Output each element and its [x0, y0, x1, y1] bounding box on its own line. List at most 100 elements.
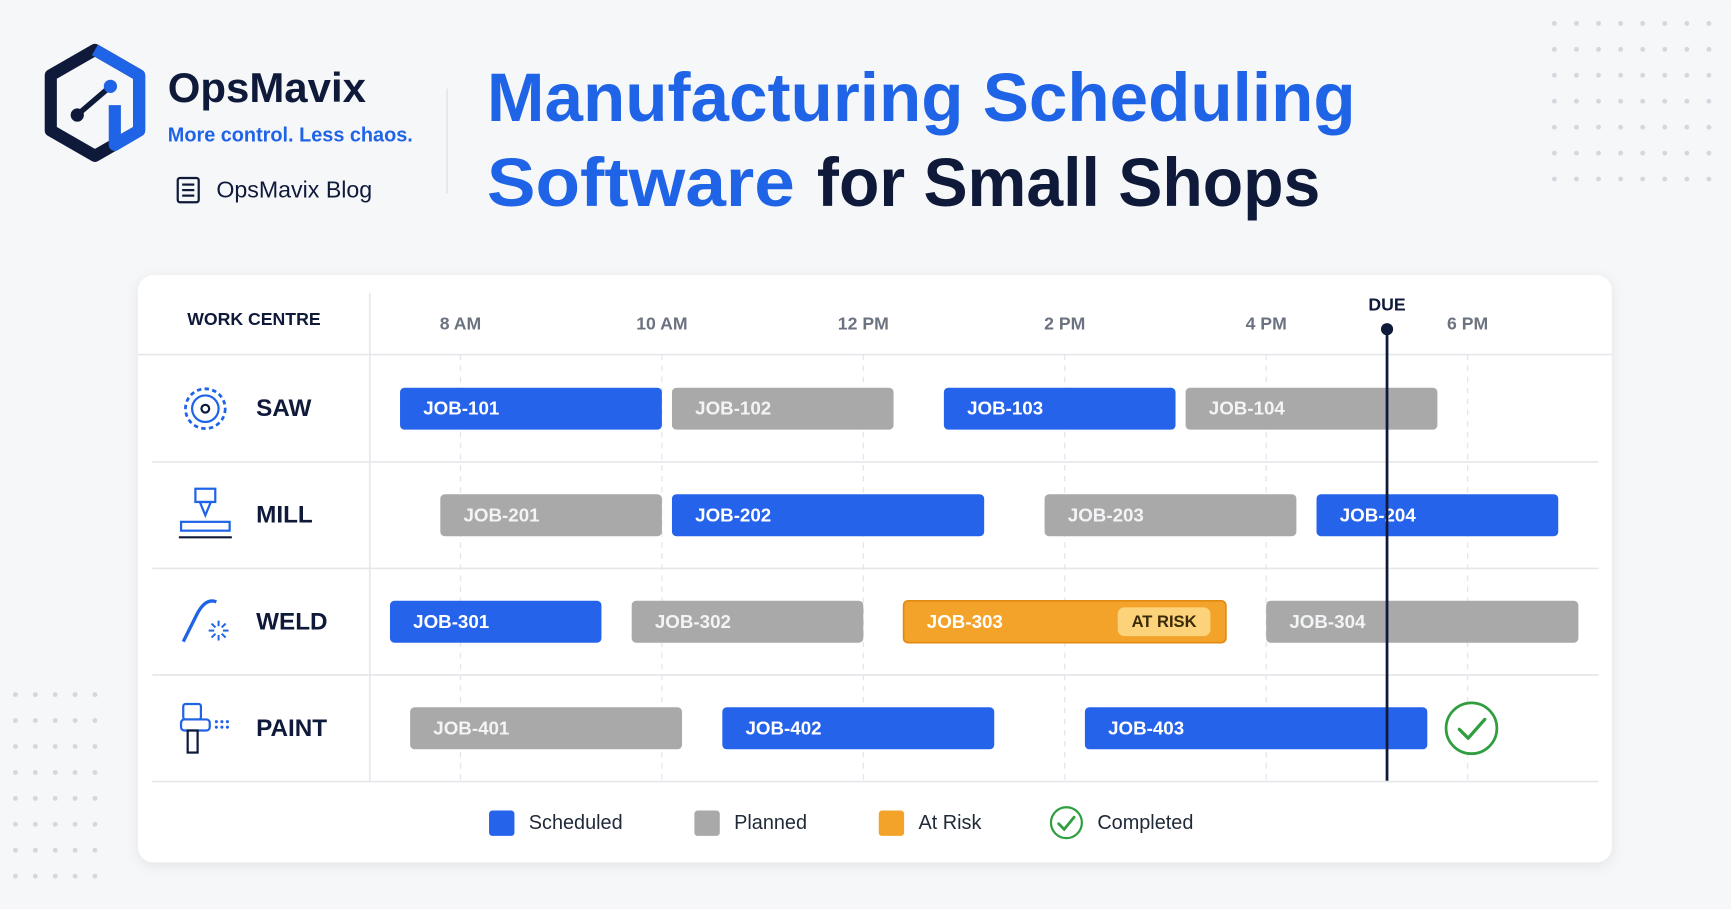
dot: [1706, 124, 1712, 130]
blog-label: OpsMavix Blog: [216, 176, 372, 202]
dot: [1662, 150, 1668, 156]
row-icon: [184, 387, 227, 430]
dot: [52, 847, 58, 853]
dot: [13, 692, 18, 698]
legend-swatch: [694, 810, 720, 836]
dot: [92, 795, 98, 801]
dot: [72, 795, 78, 801]
dot: [1706, 150, 1712, 156]
job-label: JOB-202: [695, 504, 771, 525]
x-tick-label: 8 AM: [440, 313, 482, 333]
completed-icon: [1444, 701, 1499, 756]
x-tick-label: 10 AM: [636, 313, 687, 333]
dot: [1551, 176, 1557, 182]
job-label: JOB-304: [1289, 611, 1366, 632]
icon-part: [221, 633, 227, 639]
job-label: JOB-201: [464, 504, 540, 525]
dot: [1574, 72, 1579, 78]
dot: [1684, 46, 1690, 52]
title-rest: for Small Shops: [817, 144, 1320, 221]
badge-label: AT RISK: [1132, 612, 1197, 631]
gantt: 8 AM 10 AM 12 PM 2 PM 4 PM 6 PM SAW JOB-101 JOB-…: [152, 295, 1599, 840]
row-label: SAW: [256, 395, 311, 422]
dot: [1618, 124, 1624, 130]
dot: [32, 795, 38, 801]
dot: [32, 873, 38, 879]
dot: [1618, 72, 1624, 78]
legend-label: Completed: [1097, 812, 1193, 834]
x-tick-label: 12 PM: [838, 313, 889, 333]
dot: [52, 795, 58, 801]
job-label: JOB-303: [927, 611, 1003, 632]
dot: [1706, 46, 1712, 52]
row-icon: [181, 599, 229, 643]
dot: [1706, 98, 1712, 104]
dot: [1596, 72, 1601, 78]
dot: [72, 770, 78, 775]
icon-part: [225, 720, 229, 724]
dot: [1574, 124, 1579, 130]
row-label: WELD: [256, 608, 327, 635]
job-label: JOB-301: [413, 611, 489, 632]
dot: [1618, 46, 1624, 52]
job-bar: [1185, 387, 1438, 430]
dot: [1640, 176, 1646, 182]
status-badge: [1117, 607, 1211, 637]
legend-label: At Risk: [918, 812, 981, 834]
dot: [72, 821, 78, 827]
icon-part: [210, 622, 217, 629]
legend-swatch: [878, 810, 905, 836]
dot: [1574, 176, 1579, 182]
icon-part: [200, 403, 211, 414]
job-bar: [671, 494, 985, 537]
legend-check: [1057, 815, 1076, 832]
tagline: More control. Less chaos.: [168, 124, 413, 146]
dot: [1684, 176, 1690, 182]
dot: [72, 692, 78, 698]
dot: [1640, 150, 1646, 156]
dot: [13, 873, 18, 879]
icon-part: [181, 599, 217, 643]
dot: [1618, 20, 1624, 26]
dot: [1551, 20, 1557, 26]
dot: [1640, 124, 1646, 130]
dot: [32, 770, 38, 775]
legend-swatch: [1049, 806, 1083, 840]
dot: [1684, 20, 1690, 26]
dot: [1684, 72, 1690, 78]
dot: [1706, 176, 1712, 182]
dot: [13, 821, 18, 827]
dot: [32, 821, 38, 827]
dot: [1662, 72, 1668, 78]
row-label: MILL: [256, 502, 313, 529]
dot: [32, 692, 38, 698]
job-bar: [389, 600, 602, 643]
dot: [1596, 150, 1601, 156]
dot: [1640, 46, 1646, 52]
job-label: JOB-203: [1068, 504, 1144, 525]
dot: [52, 770, 58, 775]
dot: [72, 873, 78, 879]
icon-part: [184, 387, 227, 430]
dot: [92, 847, 98, 853]
dot: [52, 873, 58, 879]
legend-label: Planned: [734, 812, 807, 834]
dot: [1596, 124, 1601, 130]
brand: OpsMavix: [168, 64, 367, 111]
job-bar: [410, 707, 683, 750]
blog-icon: [176, 176, 200, 204]
dot: [1551, 124, 1557, 130]
row-icon: [179, 702, 229, 754]
legend-swatch: [489, 810, 515, 836]
dot: [13, 795, 18, 801]
column-header: WORK CENTRE: [187, 309, 321, 329]
dot: [72, 847, 78, 853]
dot: [1618, 176, 1624, 182]
dot: [92, 718, 98, 723]
dot: [52, 744, 58, 749]
dot: [1618, 98, 1624, 104]
dot: [1574, 20, 1579, 26]
dot: [1574, 98, 1579, 104]
dot: [1551, 46, 1557, 52]
